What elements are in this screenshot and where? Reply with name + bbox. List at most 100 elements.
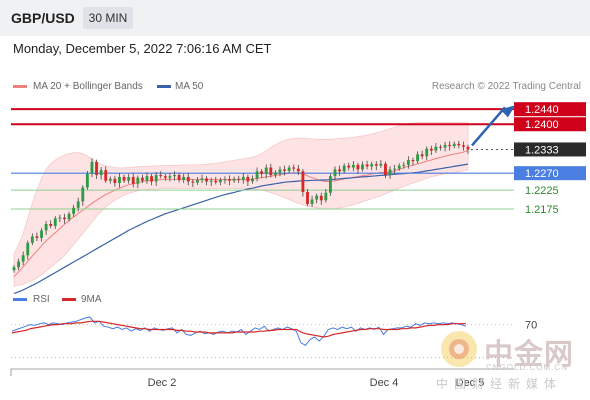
ma20-line	[13, 150, 469, 278]
candle	[113, 175, 117, 187]
candle	[416, 151, 419, 164]
candle	[35, 232, 39, 241]
candle	[292, 164, 296, 172]
candle	[223, 176, 227, 184]
candle	[145, 172, 149, 184]
candle	[108, 176, 112, 184]
candle	[361, 161, 364, 172]
candle	[264, 164, 268, 179]
projection-arrow	[471, 106, 506, 147]
candle	[411, 157, 415, 166]
candle	[177, 172, 181, 183]
candle	[228, 175, 231, 186]
candle	[104, 166, 108, 183]
candle	[40, 228, 43, 242]
candle	[310, 195, 314, 208]
candle	[356, 162, 360, 174]
candle	[17, 258, 21, 271]
candle	[136, 175, 140, 189]
candle	[95, 159, 98, 179]
candle	[127, 173, 131, 184]
candle	[154, 172, 158, 186]
ma50-legend-label: MA 50	[175, 81, 204, 92]
rsi-ma-legend-swatch	[62, 298, 76, 301]
candle	[296, 164, 300, 176]
candle	[429, 145, 433, 156]
candle	[329, 173, 332, 196]
candle	[150, 173, 153, 186]
candle	[269, 163, 273, 178]
rsi-line	[11, 316, 467, 346]
candle	[457, 140, 461, 149]
candle	[319, 192, 323, 205]
candle	[448, 141, 452, 151]
candle	[255, 167, 259, 182]
rsi-ma-line	[11, 320, 466, 338]
rsi-axis-label: 70	[525, 320, 537, 332]
candle	[168, 173, 172, 182]
candle	[388, 166, 392, 179]
x-tick-label: Dec 4	[370, 377, 399, 389]
candle	[26, 240, 30, 260]
candle	[182, 173, 186, 183]
candle	[397, 163, 401, 171]
candle	[237, 175, 241, 183]
candle	[374, 161, 378, 171]
candle	[333, 166, 337, 180]
candle	[131, 173, 135, 188]
candle	[365, 160, 369, 170]
candle	[420, 150, 424, 160]
rsi-legend-swatch	[13, 298, 27, 301]
level-label-1.2333: 1.2333	[525, 144, 559, 156]
level-tag-1.2440	[514, 102, 586, 117]
candle	[393, 164, 397, 174]
candle	[324, 188, 328, 203]
candle	[159, 171, 163, 179]
candle	[30, 233, 34, 246]
candle	[99, 167, 103, 180]
level-tag-1.2270	[514, 166, 586, 181]
candle	[205, 176, 209, 186]
ma20-legend-swatch	[13, 85, 27, 88]
candle	[466, 144, 470, 154]
candle	[452, 141, 456, 149]
candle	[287, 165, 291, 174]
candle	[315, 193, 319, 204]
candle	[90, 158, 94, 177]
candle	[44, 220, 48, 235]
symbol-label: GBP/USD	[11, 10, 75, 26]
candle	[425, 146, 429, 160]
candle	[81, 185, 85, 206]
candle	[163, 173, 167, 181]
ma50-line	[13, 163, 469, 295]
candle	[53, 216, 57, 229]
level-label-1.2400: 1.2400	[525, 119, 559, 131]
candle	[63, 213, 66, 224]
level-label-1.2270: 1.2270	[525, 168, 559, 180]
candle	[260, 169, 264, 178]
candle	[251, 175, 254, 184]
candle	[406, 156, 410, 169]
candle	[379, 160, 383, 168]
candle	[232, 176, 236, 183]
level-tag-1.2400	[514, 117, 586, 132]
x-tick-label: Dec 2	[148, 377, 177, 389]
watermark-coin-icon	[441, 331, 477, 367]
candle	[402, 161, 406, 169]
candle	[370, 161, 374, 171]
candle	[58, 214, 62, 223]
candle	[439, 144, 442, 151]
candle	[140, 174, 144, 183]
candle	[118, 173, 121, 188]
candle	[191, 179, 195, 188]
candle	[434, 143, 438, 153]
chart-header: GBP/USD 30 MIN	[0, 0, 590, 36]
chart-datetime: Monday, December 5, 2022 7:06:16 AM CET	[13, 41, 272, 56]
candle	[384, 161, 387, 179]
candle	[209, 177, 213, 186]
level-label-1.2225: 1.2225	[525, 185, 559, 197]
timeframe-button[interactable]: 30 MIN	[83, 7, 133, 29]
level-label-1.2440: 1.2440	[525, 104, 559, 116]
candle	[67, 211, 71, 222]
candle	[301, 169, 305, 197]
